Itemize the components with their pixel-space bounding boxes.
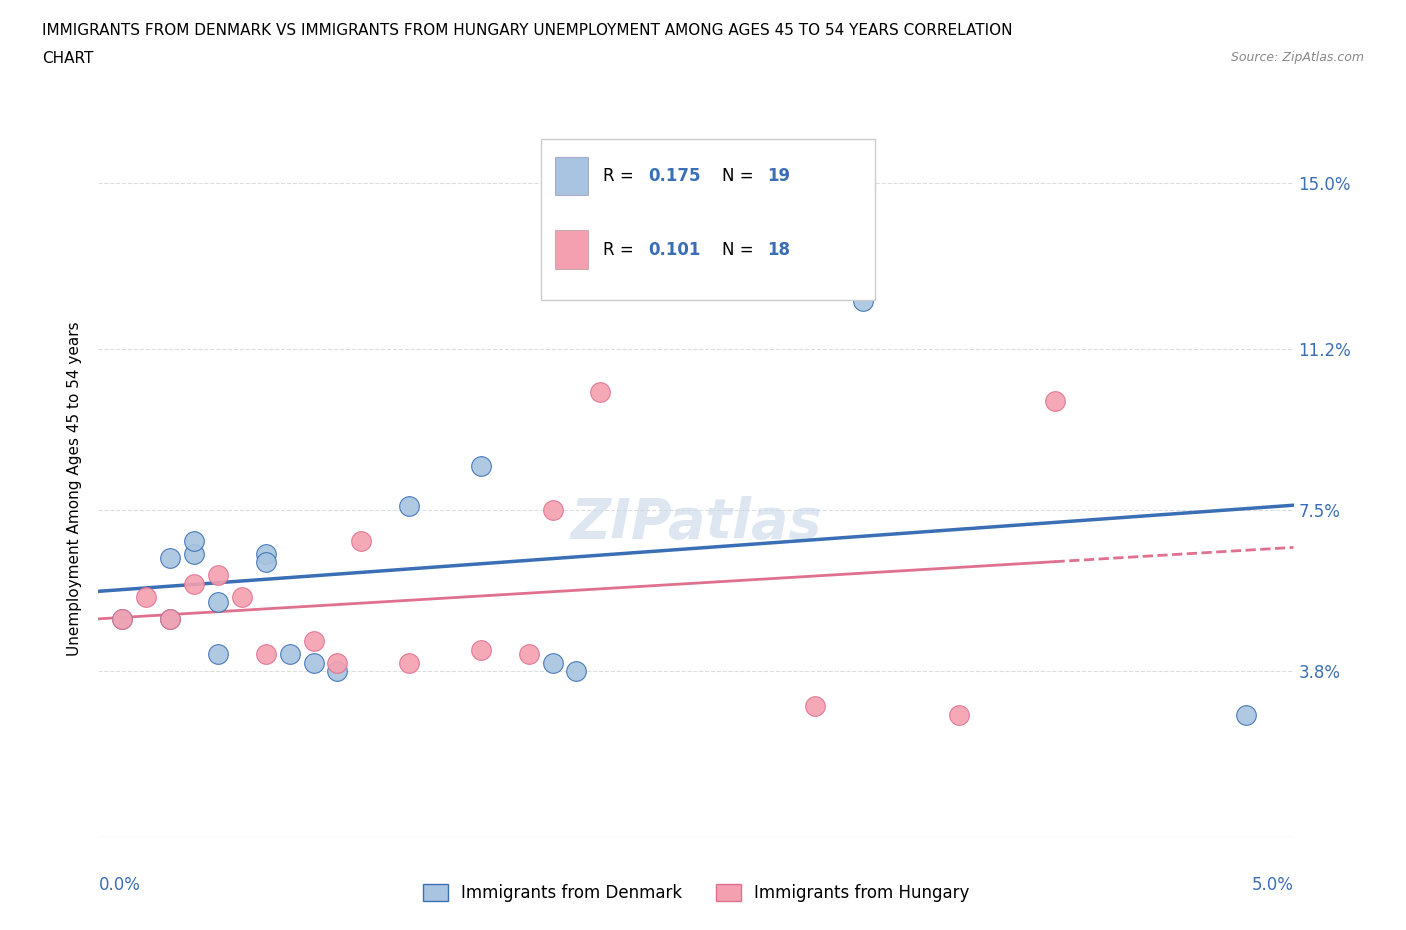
Point [565,664,588,679]
Point [159,551,181,565]
Text: ZIPatlas: ZIPatlas [571,496,821,551]
Text: IMMIGRANTS FROM DENMARK VS IMMIGRANTS FROM HUNGARY UNEMPLOYMENT AMONG AGES 45 TO: IMMIGRANTS FROM DENMARK VS IMMIGRANTS FR… [42,23,1012,38]
Point [1043,393,1066,408]
Text: R =: R = [603,241,638,259]
FancyBboxPatch shape [555,231,589,269]
Point [207,568,229,583]
Text: 0.0%: 0.0% [98,876,141,894]
Point [183,577,205,591]
Point [948,708,970,723]
Text: N =: N = [723,241,759,259]
Text: CHART: CHART [42,51,94,66]
Point [159,612,181,627]
Text: Source: ZipAtlas.com: Source: ZipAtlas.com [1230,51,1364,64]
Point [302,633,325,648]
Point [231,590,253,604]
Point [278,646,301,661]
Point [254,546,277,561]
Point [302,656,325,671]
Point [852,293,875,308]
Point [804,698,827,713]
Point [183,546,205,561]
Point [541,656,564,671]
Point [470,459,492,474]
Text: 0.175: 0.175 [648,167,700,185]
Point [1234,708,1257,723]
Text: 5.0%: 5.0% [1251,876,1294,894]
Point [398,656,420,671]
Text: R =: R = [603,167,638,185]
Point [254,555,277,570]
Point [207,594,229,609]
Point [111,612,134,627]
FancyBboxPatch shape [555,157,589,195]
Text: N =: N = [723,167,759,185]
Point [613,250,636,265]
Point [183,533,205,548]
Text: 0.101: 0.101 [648,241,700,259]
Y-axis label: Unemployment Among Ages 45 to 54 years: Unemployment Among Ages 45 to 54 years [67,321,83,656]
Point [111,612,134,627]
Point [326,664,349,679]
Point [398,498,420,513]
FancyBboxPatch shape [540,140,875,300]
Text: 18: 18 [768,241,790,259]
Point [326,656,349,671]
Point [541,502,564,517]
Point [589,385,612,400]
Point [254,646,277,661]
Point [350,533,373,548]
Point [517,646,540,661]
Point [207,646,229,661]
Point [159,612,181,627]
Point [470,642,492,657]
Point [135,590,157,604]
Text: 19: 19 [768,167,790,185]
Legend: Immigrants from Denmark, Immigrants from Hungary: Immigrants from Denmark, Immigrants from… [416,877,976,909]
